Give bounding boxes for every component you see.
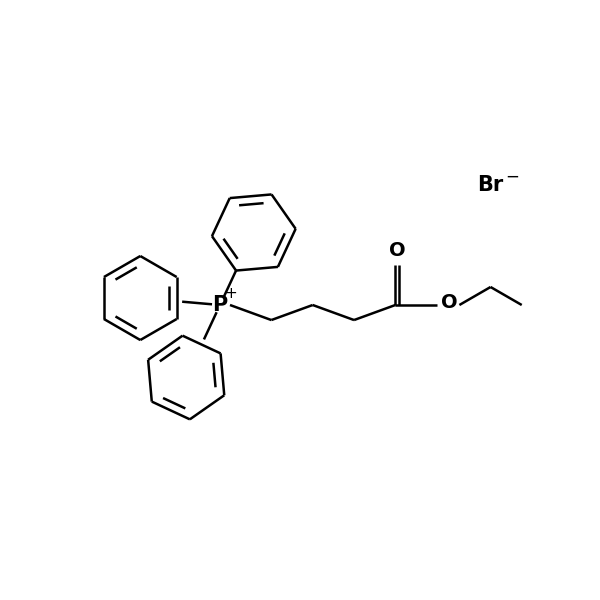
Text: Br: Br <box>477 175 503 195</box>
Text: O: O <box>441 293 458 313</box>
Text: −: − <box>505 168 519 186</box>
Text: P: P <box>212 295 227 315</box>
Text: O: O <box>389 241 406 260</box>
Text: +: + <box>224 286 238 301</box>
